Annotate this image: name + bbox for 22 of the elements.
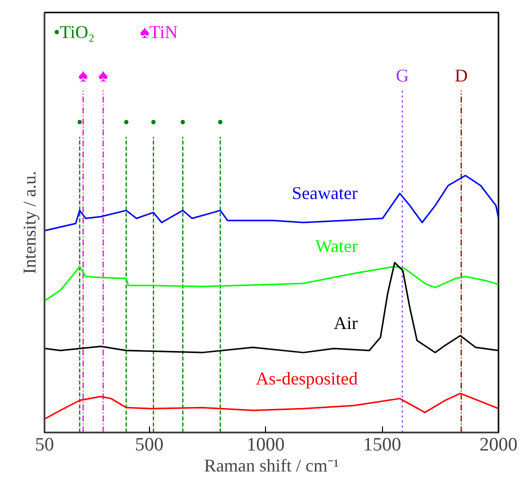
ref-line-label: • xyxy=(76,112,83,132)
series-label: Seawater xyxy=(292,183,358,203)
x-axis-title: Raman shift / cm⁻¹ xyxy=(204,456,339,476)
x-tick-label: 50 xyxy=(35,434,54,456)
x-tick-label: 1500 xyxy=(363,434,402,456)
x-tick-label: 1000 xyxy=(246,434,285,456)
ref-line-label: ♠ xyxy=(78,66,88,86)
ref-line-label: G xyxy=(396,66,409,86)
text: •TiO₂ xyxy=(54,22,95,42)
x-tick-label: 500 xyxy=(135,434,164,456)
ref-line-label: ♠ xyxy=(98,66,108,86)
y-axis-title: Intensity / a.u. xyxy=(20,171,40,274)
series-label: Air xyxy=(334,313,358,334)
ref-line-label: • xyxy=(150,112,157,132)
ref-line-label: • xyxy=(123,112,130,132)
series-label: Water xyxy=(315,236,358,256)
text: ♠TiN xyxy=(140,22,178,42)
ref-line-label: • xyxy=(180,112,186,132)
series-label: As-desposited xyxy=(256,368,358,388)
ref-line-label: • xyxy=(217,112,224,132)
ref-line-label: D xyxy=(454,66,468,86)
x-tick-label: 2000 xyxy=(480,434,518,456)
